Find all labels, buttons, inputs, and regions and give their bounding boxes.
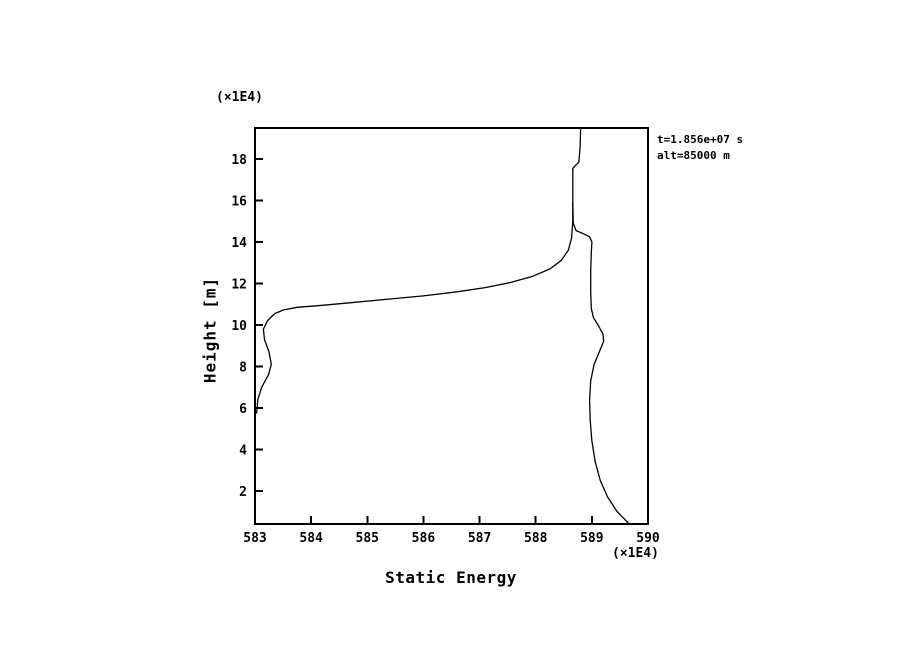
plot-frame (254, 127, 649, 525)
profile-curve-right (572, 128, 630, 525)
y-tick-label: 6 (239, 402, 247, 417)
annotation-time: t=1.856e+07 s (657, 133, 744, 146)
x-tick-label: 585 (356, 531, 379, 546)
x-tick-label: 590 (636, 531, 660, 546)
y-tick-label: 14 (231, 236, 247, 251)
y-tick-label: 10 (231, 319, 247, 334)
x-tick-label: 589 (580, 531, 603, 546)
x-tick-label: 583 (243, 531, 266, 546)
y-tick-label: 16 (231, 195, 247, 210)
x-tick-label: 584 (299, 531, 323, 546)
x-tick-label: 587 (468, 531, 491, 546)
x-tick-label: 586 (412, 531, 436, 546)
annotation-altitude: alt=85000 m (657, 149, 730, 162)
y-tick-label: 8 (239, 360, 247, 375)
y-tick-label: 12 (231, 277, 247, 292)
y-tick-label: 4 (239, 443, 247, 458)
y-tick-label: 18 (231, 153, 247, 168)
x-axis-units-label: (×1E4) (612, 546, 659, 561)
y-axis-units-label: (×1E4) (216, 90, 263, 105)
x-axis-title: Static Energy (385, 568, 517, 587)
profile-curve-left (256, 201, 574, 414)
y-tick-label: 2 (239, 485, 247, 500)
x-tick-label: 588 (524, 531, 548, 546)
